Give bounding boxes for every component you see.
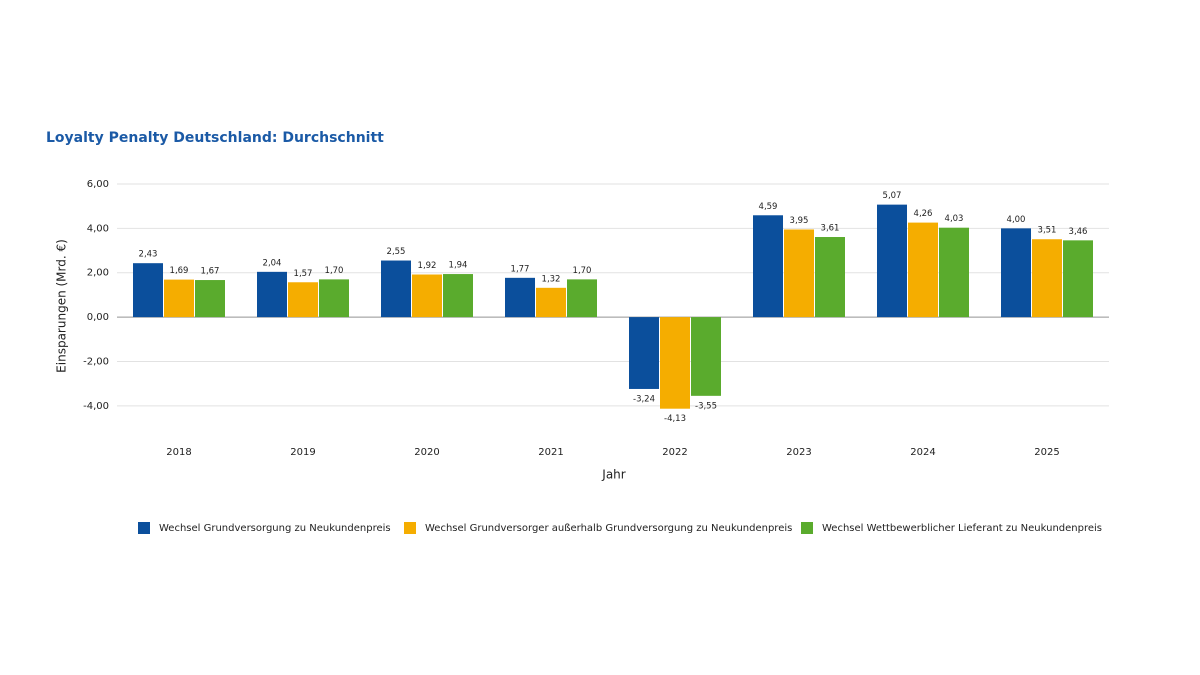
value-label: 2,43 (139, 250, 158, 260)
value-label: 5,07 (883, 191, 902, 201)
y-tick-label: 4,00 (87, 223, 109, 234)
x-tick-label: 2021 (538, 447, 563, 458)
bar (257, 271, 287, 318)
value-label: 1,57 (294, 269, 313, 279)
y-axis-label: Einsparungen (Mrd. €) (55, 239, 69, 373)
bar (195, 280, 225, 318)
value-label: 1,70 (325, 266, 344, 276)
bar (660, 317, 690, 409)
bar (567, 279, 597, 318)
bar (784, 229, 814, 318)
x-tick-label: 2025 (1034, 447, 1059, 458)
bar (908, 222, 938, 318)
y-tick-label: 2,00 (87, 268, 109, 279)
x-tick-label: 2023 (786, 447, 811, 458)
bar (877, 204, 907, 318)
value-label: 2,04 (263, 258, 282, 268)
value-label: 1,32 (542, 274, 561, 284)
bar (505, 277, 535, 318)
x-tick-label: 2018 (166, 447, 191, 458)
value-label: 1,67 (201, 267, 220, 277)
value-label: -4,13 (664, 414, 686, 424)
legend-swatch (138, 522, 150, 534)
legend-swatch (801, 522, 813, 534)
bar (443, 274, 473, 318)
bar (939, 227, 969, 318)
y-tick-label: -2,00 (83, 356, 109, 367)
legend-label: Wechsel Wettbewerblicher Lieferant zu Ne… (822, 523, 1102, 534)
bar (753, 215, 783, 318)
value-label: 4,00 (1007, 215, 1026, 225)
value-label: -3,24 (633, 394, 655, 404)
value-label: 3,51 (1038, 226, 1057, 236)
value-label: 4,26 (914, 209, 933, 219)
bar (381, 260, 411, 318)
y-tick-label: 6,00 (87, 179, 109, 190)
legend-swatch (404, 522, 416, 534)
x-axis-label: Jahr (601, 468, 625, 482)
legend-label: Wechsel Grundversorger außerhalb Grundve… (425, 523, 792, 534)
x-tick-label: 2022 (662, 447, 687, 458)
value-label: 4,59 (759, 202, 778, 212)
legend-label: Wechsel Grundversorgung zu Neukundenprei… (159, 523, 391, 534)
value-label: 3,61 (821, 224, 840, 234)
value-label: 1,69 (170, 266, 189, 276)
bar (319, 279, 349, 318)
value-label: 1,77 (511, 264, 530, 274)
bar (164, 279, 194, 318)
chart-title: Loyalty Penalty Deutschland: Durchschnit… (46, 130, 384, 146)
value-label: 1,92 (418, 261, 437, 271)
bar (629, 317, 659, 389)
bar (1063, 240, 1093, 318)
bar (288, 282, 318, 318)
value-label: -3,55 (695, 401, 717, 411)
x-tick-label: 2020 (414, 447, 439, 458)
x-tick-label: 2024 (910, 447, 935, 458)
value-label: 1,70 (573, 266, 592, 276)
bar (133, 263, 163, 318)
bar (1001, 228, 1031, 318)
value-label: 2,55 (387, 247, 406, 257)
bar (1032, 239, 1062, 318)
y-tick-label: 0,00 (87, 312, 109, 323)
value-label: 1,94 (449, 261, 468, 271)
value-label: 3,95 (790, 216, 809, 226)
y-tick-label: -4,00 (83, 401, 109, 412)
value-label: 4,03 (945, 214, 964, 224)
bar (691, 317, 721, 396)
bar (412, 274, 442, 318)
bar (536, 287, 566, 318)
value-label: 3,46 (1069, 227, 1088, 237)
x-tick-label: 2019 (290, 447, 315, 458)
bar (815, 237, 845, 318)
